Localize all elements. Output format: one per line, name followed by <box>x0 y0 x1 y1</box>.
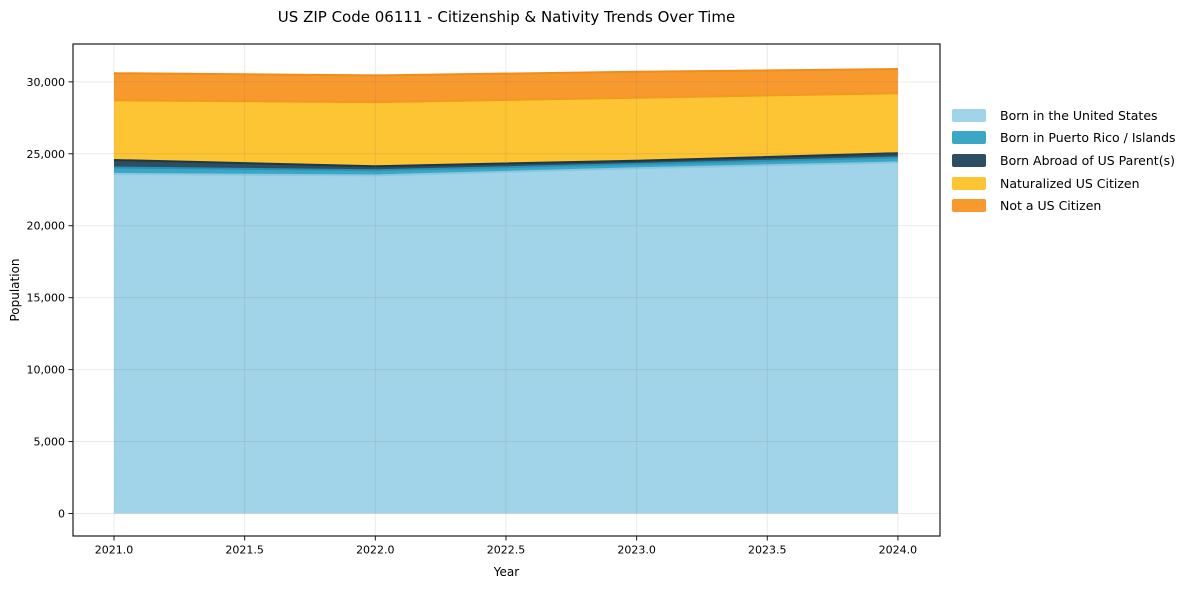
legend: Born in the United States Born in Puerto… <box>952 104 1176 217</box>
legend-swatch-naturalized <box>952 176 986 190</box>
legend-item-born-puerto-rico: Born in Puerto Rico / Islands <box>952 127 1176 150</box>
x-tick-label: 2022.0 <box>356 544 395 557</box>
y-tick-label: 15,000 <box>27 292 66 305</box>
y-tick-label: 5,000 <box>34 436 66 449</box>
chart-title: US ZIP Code 06111 - Citizenship & Nativi… <box>277 8 736 26</box>
y-tick-label: 20,000 <box>27 220 66 233</box>
x-axis-label: Year <box>493 565 520 579</box>
legend-item-born-in-us: Born in the United States <box>952 104 1176 127</box>
x-tick-label: 2023.0 <box>617 544 656 557</box>
legend-item-born-abroad: Born Abroad of US Parent(s) <box>952 149 1176 172</box>
x-tick-label: 2021.5 <box>225 544 264 557</box>
x-tick-label: 2021.0 <box>95 544 134 557</box>
x-tick-label: 2023.5 <box>748 544 787 557</box>
y-tick-label: 0 <box>58 507 65 520</box>
legend-item-not-citizen: Not a US Citizen <box>952 194 1176 217</box>
legend-swatch-not-citizen <box>952 199 986 213</box>
legend-label: Born Abroad of US Parent(s) <box>1000 152 1175 168</box>
legend-label: Naturalized US Citizen <box>1000 175 1140 191</box>
y-tick-label: 30,000 <box>27 76 66 89</box>
legend-swatch-born-abroad <box>952 153 986 167</box>
legend-swatch-born-puerto-rico <box>952 131 986 145</box>
y-axis-label: Population <box>8 258 22 322</box>
legend-label: Born in Puerto Rico / Islands <box>1000 130 1176 146</box>
legend-label: Not a US Citizen <box>1000 198 1102 214</box>
legend-label: Born in the United States <box>1000 107 1158 123</box>
x-tick-label: 2022.5 <box>487 544 526 557</box>
x-tick-label: 2024.0 <box>879 544 918 557</box>
legend-item-naturalized: Naturalized US Citizen <box>952 172 1176 195</box>
y-tick-label: 10,000 <box>27 364 66 377</box>
legend-swatch-born-in-us <box>952 108 986 122</box>
y-tick-label: 25,000 <box>27 148 66 161</box>
